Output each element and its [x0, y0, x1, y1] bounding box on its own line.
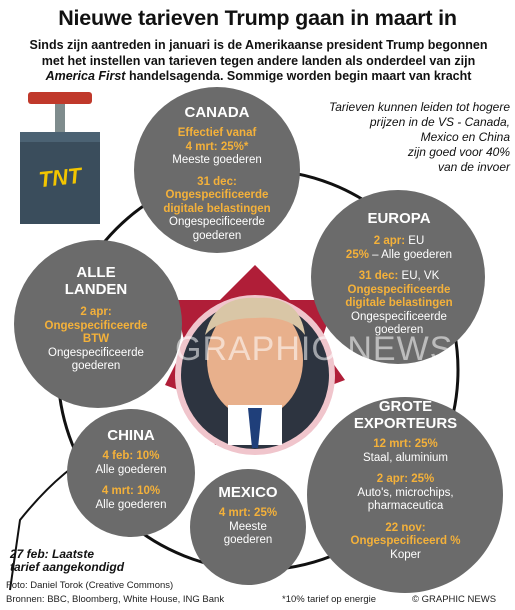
china-date-2: 4 mrt: 10% — [101, 485, 161, 497]
europa-region-2: EU, VK — [398, 270, 440, 282]
europa-goods-2: Ongespecificeerde — [351, 310, 447, 323]
copyright: © GRAPHIC NEWS — [412, 594, 497, 605]
europa-date: 2 apr: — [373, 235, 406, 247]
europa-rate: 25% — [345, 248, 369, 261]
grote-goods-2: Auto's, microchips, — [357, 486, 454, 499]
canada-panel: CANADA Effectief vanaf 4 mrt: 25%* Meest… — [142, 104, 292, 243]
europa-goods-2: goederen — [374, 324, 424, 336]
photo-credit: Foto: Daniel Torok (Creative Commons) — [6, 580, 174, 591]
note-line: van de invoer — [437, 160, 510, 174]
canada-heading: CANADA — [184, 104, 250, 121]
page-title: Nieuwe tarieven Trump gaan in maart in — [58, 6, 457, 30]
mexico-date: 4 mrt: 25% — [218, 507, 278, 519]
intro-line-1: Sinds zijn aantreden in januari is de Am… — [29, 38, 488, 52]
note-line: prijzen in de VS - Canada, — [369, 115, 510, 129]
mexico-heading: MEXICO — [218, 484, 278, 501]
canada-date-2: 31 dec: — [197, 175, 237, 188]
grote-date-2: 2 apr: 25% — [376, 473, 435, 485]
china-panel: CHINA 4 feb: 10% Alle goederen 4 mrt: 10… — [71, 427, 191, 512]
alle-detail: Ongespecificeerde — [44, 319, 148, 332]
mexico-goods: goederen — [223, 534, 273, 546]
grote-date: 12 mrt: 25% — [373, 438, 438, 450]
intro-line-2: met het instellen van tarieven tegen and… — [41, 53, 476, 68]
mexico-goods: Meeste — [229, 520, 267, 533]
europa-goods: – Alle goederen — [368, 248, 453, 261]
mexico-panel: MEXICO 4 mrt: 25% Meeste goederen — [193, 484, 303, 548]
china-heading: CHINA — [107, 427, 155, 444]
canada-date: Effectief vanaf — [177, 127, 257, 139]
alle-landen-panel: ALLE LANDEN 2 apr: Ongespecificeerde BTW… — [26, 264, 166, 374]
deadline-line: tarief aangekondigd — [10, 560, 125, 574]
trump-portrait — [181, 297, 329, 449]
grote-date-3: 22 nov: — [385, 521, 426, 534]
grote-heading: EXPORTEURS — [353, 415, 458, 432]
europa-bubble — [311, 190, 485, 364]
canada-bubble — [134, 87, 300, 253]
europa-detail: Ongespecificeerde — [347, 283, 451, 296]
sources: Bronnen: BBC, Bloomberg, White House, IN… — [6, 594, 225, 605]
canada-goods: Meeste goederen — [172, 154, 262, 166]
canada-detail: Ongespecificeerde — [165, 189, 269, 201]
deadline-note: 27 feb: Laatste tarief aangekondigd — [10, 548, 124, 574]
alle-heading: ALLE — [76, 264, 116, 281]
alle-detail: BTW — [82, 333, 110, 345]
grote-goods-2: pharmaceutica — [367, 500, 444, 512]
alle-goods: Ongespecificeerde — [48, 346, 144, 359]
grote-goods-3: Koper — [390, 548, 421, 561]
grote-exporteurs-panel: GROTE EXPORTEURS 12 mrt: 25% Staal, alum… — [318, 398, 493, 562]
grote-heading: GROTE — [378, 398, 433, 415]
alle-date: 2 apr: — [80, 306, 112, 318]
china-goods: Alle goederen — [95, 463, 167, 476]
intro-line-3-rest: handelsagenda. Sommige worden begin maar… — [125, 69, 472, 83]
intro-text: Sinds zijn aantreden in januari is de Am… — [6, 38, 511, 85]
canada-goods-2: Ongespecificeerde — [169, 216, 265, 228]
europa-detail: digitale belastingen — [345, 297, 453, 309]
graphic-news-watermark: GRAPHIC NEWS — [175, 330, 454, 368]
europa-date-2: 31 dec: — [358, 270, 399, 282]
footnote: *10% tarief op energie — [282, 594, 377, 605]
china-date: 4 feb: 10% — [102, 450, 160, 462]
grote-goods: Staal, aluminium — [362, 451, 448, 464]
intro-emphasis: America First — [45, 69, 126, 83]
alle-goods: goederen — [71, 360, 121, 372]
deadline-line: 27 feb: Laatste — [10, 547, 95, 561]
grote-exporteurs-bubble — [307, 397, 503, 593]
europa-panel: EUROPA 2 apr: EU 25% – Alle goederen 31 … — [322, 210, 476, 338]
note-line: Tarieven kunnen leiden tot hogere — [328, 100, 510, 114]
canada-rate: 4 mrt: 25%* — [185, 140, 249, 153]
tnt-plunger-icon — [20, 92, 100, 224]
mexico-bubble — [190, 469, 306, 585]
china-bubble — [67, 409, 195, 537]
intro-line-3: America First handelsagenda. Sommige wor… — [6, 69, 511, 85]
china-goods-2: Alle goederen — [95, 498, 167, 511]
alle-landen-bubble — [14, 240, 182, 408]
canada-detail: digitale belastingen — [163, 202, 271, 215]
alle-heading: LANDEN — [64, 281, 128, 298]
note-line: Mexico en China — [420, 130, 510, 144]
grote-detail: Ongespecificeerd % — [350, 535, 461, 547]
europa-heading: EUROPA — [367, 210, 431, 227]
note-line: zijn goed voor 40% — [407, 145, 510, 159]
import-note: Tarieven kunnen leiden tot hogere prijze… — [290, 100, 510, 175]
europa-region: EU — [405, 235, 425, 247]
canada-goods-2: goederen — [192, 229, 242, 242]
